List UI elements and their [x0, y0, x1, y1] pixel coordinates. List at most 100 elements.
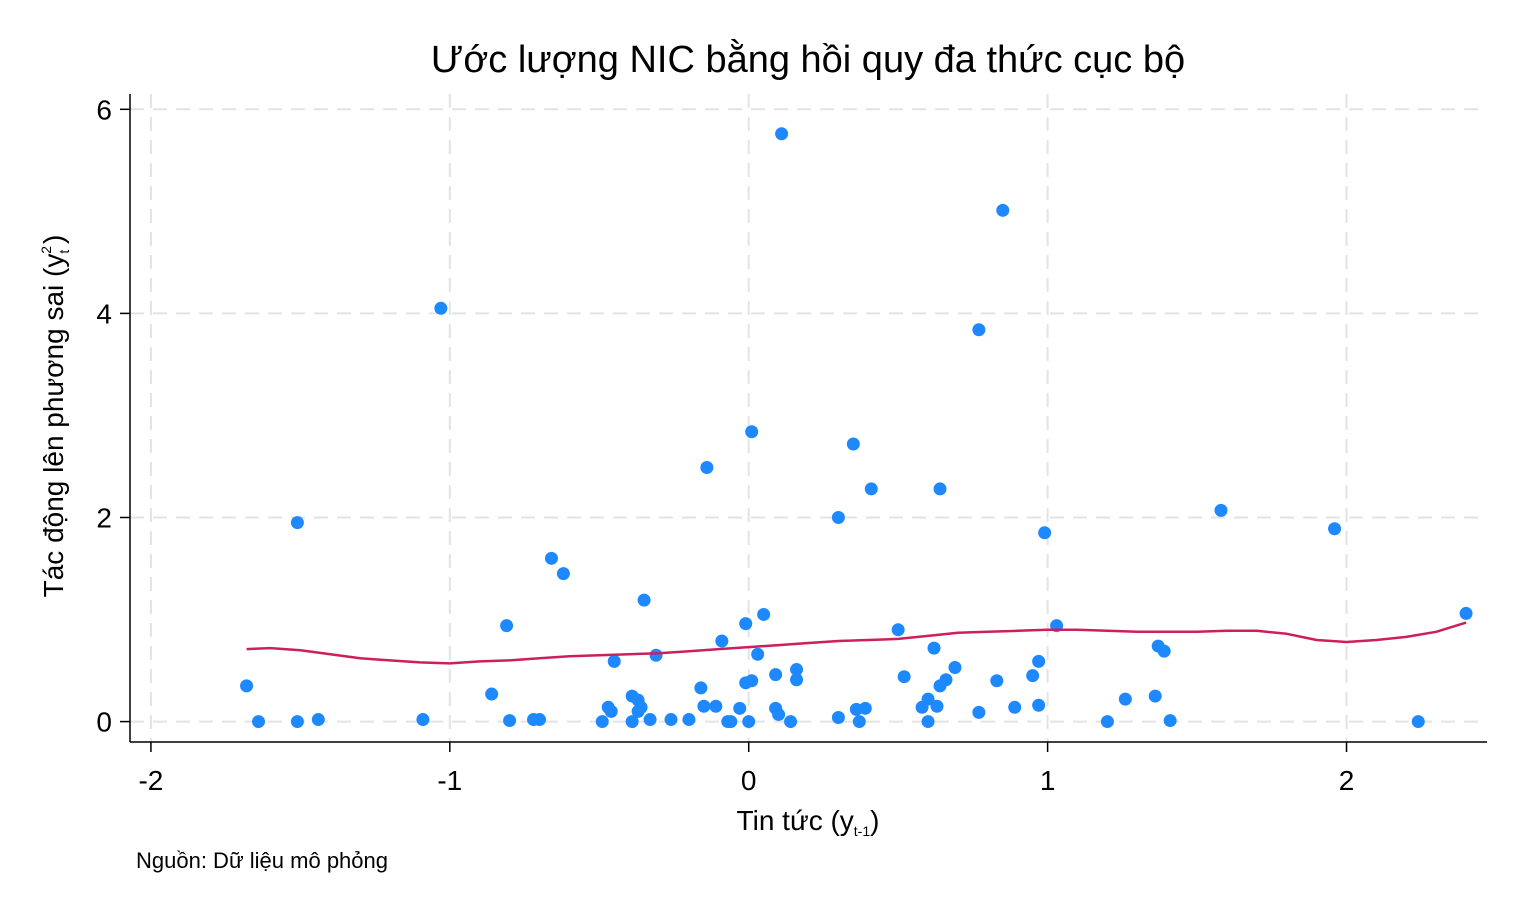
x-axis-label-end: ): [870, 805, 879, 836]
data-point: [742, 715, 756, 729]
data-point: [311, 713, 325, 727]
grid-lines: [130, 94, 1487, 742]
data-point: [1328, 522, 1342, 536]
x-tick-label: -1: [437, 765, 462, 796]
data-point: [1032, 698, 1046, 712]
data-point: [634, 700, 648, 714]
x-tick-label: 2: [1339, 765, 1355, 796]
data-point: [745, 425, 759, 439]
x-axis-label: Tin tức (yt-1): [737, 805, 880, 839]
data-point: [745, 674, 759, 688]
data-point: [784, 715, 798, 729]
data-point: [1038, 526, 1052, 540]
data-point: [846, 437, 860, 451]
x-tick-label: 1: [1040, 765, 1056, 796]
data-point: [772, 707, 786, 721]
data-point: [1411, 715, 1425, 729]
data-point: [1026, 669, 1040, 683]
data-point: [434, 301, 448, 315]
y-tick-label: 4: [96, 298, 112, 329]
data-point: [290, 715, 304, 729]
data-point: [1008, 700, 1022, 714]
data-point: [790, 673, 804, 687]
data-point: [416, 713, 430, 727]
tick-labels: -2 -1 0 1 2 0 2 4 6: [96, 94, 1354, 796]
y-tick-label: 0: [96, 707, 112, 738]
y-tick-label: 2: [96, 502, 112, 533]
data-point: [503, 714, 517, 728]
data-point: [724, 715, 738, 729]
data-point: [921, 692, 935, 706]
data-point: [715, 634, 729, 648]
data-point: [852, 715, 866, 729]
data-point: [1118, 692, 1132, 706]
data-point: [1163, 714, 1177, 728]
data-point: [532, 713, 546, 727]
y-axis-label-sub: t: [56, 250, 72, 254]
data-point: [1100, 715, 1114, 729]
data-point: [485, 687, 499, 701]
data-point: [733, 701, 747, 715]
data-point: [595, 715, 609, 729]
data-point: [1157, 644, 1171, 658]
y-axis-label: Tác động lên phương sai (yt2): [38, 235, 72, 598]
data-point: [1459, 606, 1473, 620]
data-point: [700, 460, 714, 474]
data-point: [790, 663, 804, 677]
x-axis-label-sub: t-1: [854, 823, 871, 839]
data-point: [500, 619, 514, 633]
y-axis-label-end: ): [38, 235, 69, 244]
data-point: [864, 482, 878, 496]
data-point: [1032, 654, 1046, 668]
chart-title: Ước lượng NIC bằng hồi quy đa thức cục b…: [431, 38, 1185, 81]
scatter-points: [240, 127, 1473, 729]
data-point: [927, 641, 941, 655]
data-point: [604, 704, 618, 718]
data-point: [891, 623, 905, 637]
data-point: [831, 711, 845, 725]
data-point: [948, 661, 962, 675]
data-point: [757, 607, 771, 621]
data-point: [769, 668, 783, 682]
x-axis-label-base: Tin tức (y: [737, 805, 854, 836]
data-point: [972, 705, 986, 719]
data-point: [972, 323, 986, 337]
data-point: [996, 203, 1010, 217]
x-tick-label: -2: [138, 765, 163, 796]
data-point: [664, 713, 678, 727]
y-axis-label-base: Tác động lên phương sai (y: [38, 254, 69, 598]
local-polynomial-line: [246, 621, 1467, 665]
source-note: Nguồn: Dữ liệu mô phỏng: [136, 848, 388, 873]
data-point: [649, 648, 663, 662]
data-point: [607, 654, 621, 668]
data-point: [930, 699, 944, 713]
data-point: [709, 699, 723, 713]
data-point: [1214, 503, 1228, 517]
y-axis-label-sup: 2: [38, 246, 54, 254]
data-point: [933, 482, 947, 496]
data-point: [682, 713, 696, 727]
data-point: [990, 674, 1004, 688]
y-tick-label: 6: [96, 94, 112, 125]
data-point: [625, 715, 639, 729]
data-point: [751, 647, 765, 661]
x-tick-label: 0: [741, 765, 757, 796]
data-point: [1148, 689, 1162, 703]
data-point: [939, 673, 953, 687]
data-point: [775, 127, 789, 141]
data-point: [858, 701, 872, 715]
data-point: [831, 510, 845, 524]
data-point: [544, 551, 558, 565]
axes: [120, 94, 1487, 752]
data-point: [240, 679, 254, 693]
data-point: [697, 699, 711, 713]
data-point: [556, 567, 570, 581]
data-point: [739, 617, 753, 631]
data-point: [921, 715, 935, 729]
data-point: [643, 713, 657, 727]
data-point: [290, 516, 304, 530]
data-point: [694, 681, 708, 695]
data-point: [637, 593, 651, 607]
